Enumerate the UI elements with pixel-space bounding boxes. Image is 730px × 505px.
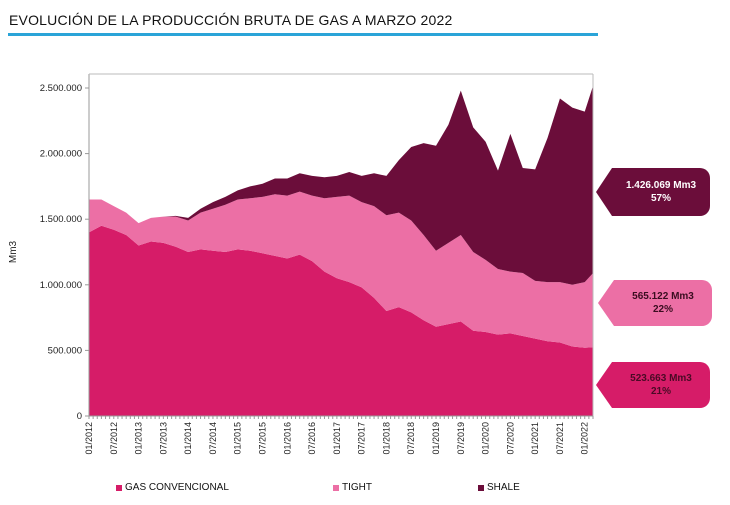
y-tick-label: 1.000.000 — [40, 280, 82, 291]
area-shale — [89, 86, 593, 285]
y-tick-label: 0 — [77, 411, 82, 422]
x-tick-label: 01/2012 — [84, 422, 94, 455]
x-tick-label: 01/2017 — [332, 422, 342, 455]
x-tick-label: 01/2021 — [530, 422, 540, 455]
legend-label: SHALE — [487, 482, 520, 493]
legend-label: GAS CONVENCIONAL — [125, 482, 229, 493]
chart-title: EVOLUCIÓN DE LA PRODUCCIÓN BRUTA DE GAS … — [9, 12, 453, 28]
conventional-callout: 523.663 Mm3 21% — [596, 362, 710, 408]
area-tight — [89, 191, 593, 348]
x-tick-label: 01/2022 — [580, 422, 590, 455]
legend-label: TIGHT — [342, 482, 372, 493]
conventional-value: 523.663 Mm3 — [630, 373, 692, 384]
legend-item-shale: SHALE — [478, 482, 520, 493]
tight-callout: 565.122 Mm3 22% — [598, 280, 712, 326]
x-tick-label: 07/2020 — [505, 422, 515, 455]
x-tick-label: 07/2019 — [456, 422, 466, 455]
y-tick-label: 2.000.000 — [40, 149, 82, 160]
x-tick-label: 01/2013 — [134, 422, 144, 455]
legend-swatch — [333, 484, 339, 491]
x-tick-label: 07/2015 — [258, 422, 268, 455]
shale-share: 57% — [650, 193, 671, 204]
tight-value: 565.122 Mm3 — [632, 291, 694, 302]
shale-value: 1.426.069 Mm3 — [625, 180, 697, 191]
x-tick-label: 01/2014 — [183, 422, 193, 455]
legend-item-tight: TIGHT — [333, 482, 372, 493]
legend-swatch — [478, 484, 484, 491]
x-tick-label: 01/2018 — [381, 422, 391, 455]
y-axis-label: Mm3 — [8, 240, 19, 263]
x-tick-label: 01/2019 — [431, 422, 441, 455]
y-tick-label: 500.000 — [48, 345, 82, 356]
y-tick-label: 1.500.000 — [40, 214, 82, 225]
x-tick-label: 07/2017 — [357, 422, 367, 455]
x-tick-label: 01/2015 — [233, 422, 243, 455]
x-tick-label: 01/2020 — [481, 422, 491, 455]
x-tick-label: 01/2016 — [282, 422, 292, 455]
legend-item-conventional: GAS CONVENCIONAL — [116, 482, 229, 493]
area-gas-convencional — [89, 225, 593, 416]
tight-share: 22% — [652, 304, 673, 315]
legend-swatch — [116, 484, 122, 491]
x-tick-label: 07/2021 — [555, 422, 565, 455]
x-tick-label: 07/2012 — [109, 422, 119, 455]
shale-callout: 1.426.069 Mm3 57% — [596, 168, 710, 216]
x-tick-label: 07/2014 — [208, 422, 218, 455]
y-tick-label: 2.500.000 — [40, 83, 82, 94]
x-tick-label: 07/2016 — [307, 422, 317, 455]
conventional-share: 21% — [650, 386, 671, 397]
x-tick-label: 07/2018 — [406, 422, 416, 455]
title-underline — [8, 33, 598, 36]
x-tick-label: 07/2013 — [158, 422, 168, 455]
